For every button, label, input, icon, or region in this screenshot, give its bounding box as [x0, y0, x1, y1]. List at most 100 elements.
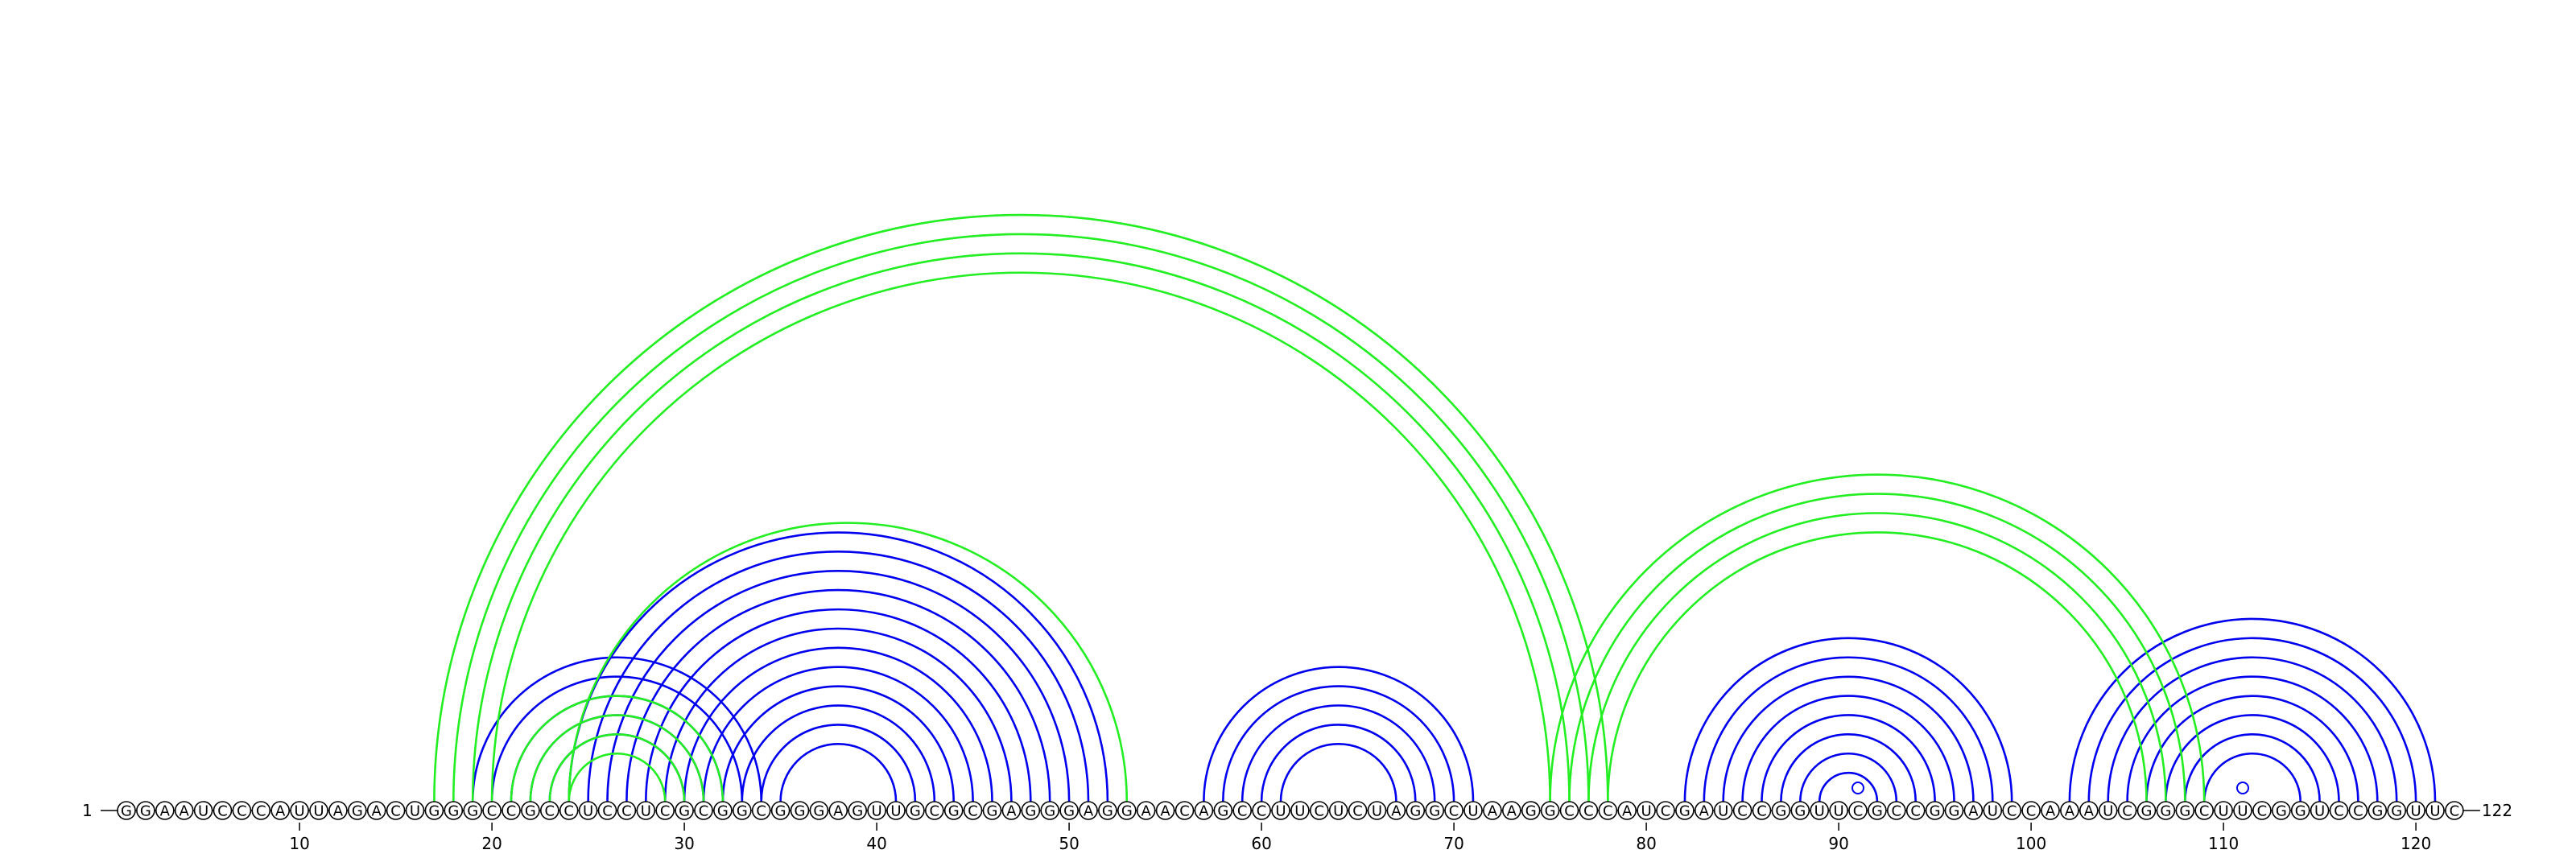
end-label: 122	[2482, 801, 2512, 820]
nucleotide: U	[578, 801, 598, 820]
nucleotide: G	[809, 801, 829, 820]
nucleotide: C	[1232, 801, 1252, 820]
svg-text:C: C	[1564, 803, 1575, 820]
svg-text:G: G	[1102, 803, 1113, 820]
nucleotide: U	[2406, 801, 2425, 820]
base-pair-arc-a	[2202, 752, 2301, 802]
nucleotide: G	[1540, 801, 1560, 820]
nucleotide: A	[174, 801, 194, 820]
nucleotide: A	[366, 801, 386, 820]
svg-text:C: C	[2334, 803, 2344, 820]
svg-text:A: A	[160, 803, 171, 820]
svg-text:G: G	[428, 803, 440, 820]
base-pair-arc-b	[568, 752, 667, 802]
nucleotide: C	[2445, 801, 2464, 820]
nucleotide: G	[1675, 801, 1695, 820]
nucleotide: C	[386, 801, 406, 820]
nucleotide: C	[1598, 801, 1618, 820]
svg-text:G: G	[121, 803, 132, 820]
svg-text:C: C	[2353, 803, 2363, 820]
nucleotide: G	[2368, 801, 2388, 820]
svg-text:C: C	[1257, 803, 1267, 820]
nucleotide: G	[1040, 801, 1059, 820]
svg-text:C: C	[699, 803, 709, 820]
svg-text:G: G	[1949, 803, 1960, 820]
base-pair-arc-b	[529, 714, 705, 802]
nucleotide: U	[1637, 801, 1656, 820]
tick-label: 10	[289, 834, 309, 853]
svg-text:G: G	[987, 803, 998, 820]
nucleotide: G	[1021, 801, 1041, 820]
nucleotide: C	[2117, 801, 2137, 820]
nucleotide: C	[559, 801, 579, 820]
base-pair-arc-a	[2184, 733, 2321, 802]
svg-text:C: C	[1583, 803, 1594, 820]
svg-text:U: U	[1294, 803, 1305, 820]
svg-text:G: G	[352, 803, 363, 820]
svg-text:G: G	[1775, 803, 1786, 820]
svg-text:C: C	[217, 803, 228, 820]
base-pair-arc-b	[1587, 512, 2167, 802]
base-pair-arc-a	[2145, 695, 2359, 802]
nucleotide: G	[2136, 801, 2157, 820]
nucleotide: U	[290, 801, 309, 820]
nucleotide: C	[2329, 801, 2349, 820]
tick-label: 80	[1636, 834, 1656, 853]
svg-text:A: A	[275, 803, 286, 820]
svg-text:G: G	[467, 803, 478, 820]
nucleotide: C	[502, 801, 521, 820]
start-label: 1	[82, 801, 93, 820]
arcs-layer	[433, 213, 2437, 802]
nucleotide: C	[213, 801, 233, 820]
svg-text:C: C	[1892, 803, 1902, 820]
base-pair-arc-a	[529, 714, 705, 802]
svg-text:U: U	[2237, 803, 2248, 820]
tick-label: 60	[1251, 834, 1271, 853]
tick-label: 110	[2208, 834, 2239, 853]
svg-text:C: C	[1449, 803, 1459, 820]
svg-text:G: G	[525, 803, 536, 820]
nucleotide: A	[1079, 801, 1098, 820]
nucleotide: G	[943, 801, 964, 820]
svg-text:U: U	[872, 803, 882, 820]
base-pair-arc-a	[625, 588, 1051, 802]
base-pair-arc-b	[490, 271, 1551, 802]
nucleotide: G	[1521, 801, 1541, 820]
svg-text:C: C	[237, 803, 247, 820]
svg-text:U: U	[2103, 803, 2113, 820]
svg-text:C: C	[930, 803, 940, 820]
tick-label: 120	[2401, 834, 2431, 853]
nucleotide: C	[482, 801, 502, 820]
svg-text:A: A	[1199, 803, 1209, 820]
svg-text:U: U	[1372, 803, 1382, 820]
nucleotide: C	[1310, 801, 1329, 820]
base-pair-arc-a	[741, 704, 936, 802]
tick-label: 70	[1443, 834, 1463, 853]
svg-text:U: U	[1834, 803, 1844, 820]
svg-text:G: G	[1545, 803, 1556, 820]
svg-text:U: U	[1988, 803, 1998, 820]
nucleotide: C	[1887, 801, 1906, 820]
svg-text:U: U	[1718, 803, 1728, 820]
svg-text:C: C	[506, 803, 517, 820]
svg-text:C: C	[256, 803, 266, 820]
nucleotide: G	[444, 801, 464, 820]
svg-text:C: C	[1757, 803, 1767, 820]
nucleotide: C	[2021, 801, 2041, 820]
nucleotide: G	[848, 801, 867, 820]
base-pair-arc-a	[1260, 724, 1417, 802]
svg-text:C: C	[1910, 803, 1921, 820]
svg-text:C: C	[2026, 803, 2037, 820]
svg-text:C: C	[1179, 803, 1190, 820]
nucleotide: G	[521, 801, 540, 820]
nucleotide: C	[1848, 801, 1868, 820]
nucleotide: U	[2310, 801, 2330, 820]
base-pair-arc-a	[587, 551, 1090, 802]
svg-text:G: G	[2160, 803, 2171, 820]
svg-text:U: U	[1641, 803, 1652, 820]
svg-text:G: G	[2372, 803, 2383, 820]
svg-text:C: C	[487, 803, 497, 820]
base-pair-arc-a	[606, 569, 1071, 802]
nucleotide: U	[886, 801, 906, 820]
